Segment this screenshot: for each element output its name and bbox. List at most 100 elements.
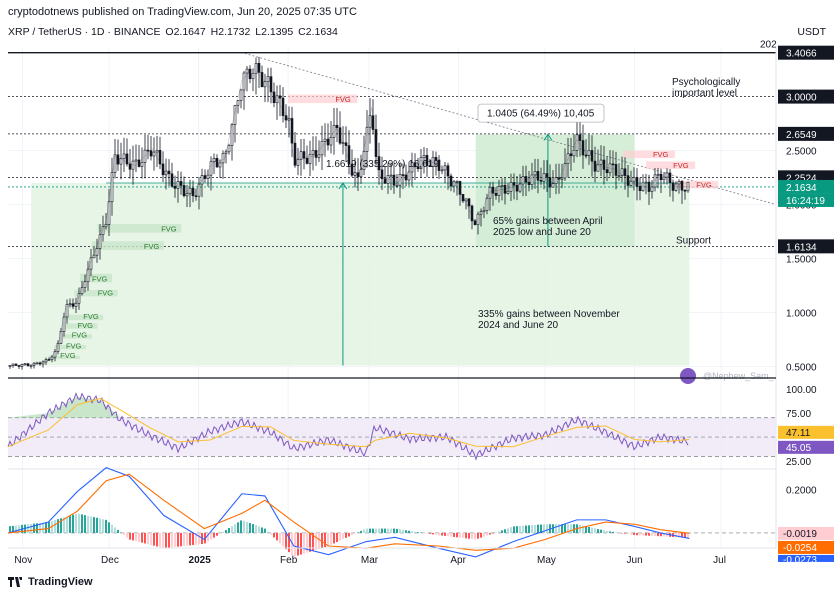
candle-body xyxy=(158,150,162,165)
psych-annotation: Psychologically xyxy=(672,77,740,88)
candle-body xyxy=(308,154,312,164)
macd-histogram-bar xyxy=(339,532,341,541)
candle-body xyxy=(155,150,159,153)
macd-histogram-bar xyxy=(402,529,404,533)
candle-body xyxy=(386,175,390,184)
macd-histogram-bar xyxy=(666,532,668,537)
price-label-text: 1.6134 xyxy=(786,242,817,253)
candle-body xyxy=(236,100,240,106)
macd-histogram-bar xyxy=(264,528,266,533)
macd-histogram-bar xyxy=(192,532,194,546)
candle-body xyxy=(332,124,336,138)
candle-body xyxy=(557,177,561,180)
macd-histogram-bar xyxy=(366,528,368,533)
macd-line xyxy=(7,467,690,558)
candle-body xyxy=(680,181,684,191)
macd-histogram-bar xyxy=(279,532,281,544)
price-label-pill xyxy=(778,45,834,60)
macd-histogram-bar xyxy=(555,524,557,533)
mid-measure-label: 1.6619 (335.29%) 16,619 xyxy=(326,159,439,170)
candle-body xyxy=(47,359,51,361)
macd-histogram-bar xyxy=(267,531,269,533)
macd-histogram-bar xyxy=(384,528,386,533)
macd-histogram-bar xyxy=(474,532,476,540)
macd-histogram-bar xyxy=(381,528,383,533)
candle-body xyxy=(506,190,510,194)
fvg-zone xyxy=(97,224,182,233)
macd-histogram-bar xyxy=(210,532,212,540)
candle-body xyxy=(263,81,267,88)
candle-body xyxy=(293,142,297,166)
candle-body xyxy=(245,68,249,74)
macd-histogram-bar xyxy=(234,524,236,533)
nov-gain-annotation: 335% gains between November xyxy=(478,309,620,320)
macd-histogram-bar xyxy=(480,532,482,538)
candle-body xyxy=(140,162,144,167)
candle-body xyxy=(110,172,114,203)
macd-histogram-bar xyxy=(657,532,659,537)
macd-histogram-bar xyxy=(12,525,14,533)
macd-signal-line xyxy=(7,473,690,551)
candle-body xyxy=(353,172,357,176)
macd-histogram-bar xyxy=(609,531,611,533)
macd-histogram-bar xyxy=(273,532,275,538)
macd-histogram-bar xyxy=(363,529,365,533)
candle-body xyxy=(596,163,600,172)
macd-histogram-bar xyxy=(165,532,167,548)
macd-histogram-bar xyxy=(453,532,455,537)
macd-histogram-bar xyxy=(492,532,494,534)
candle-body xyxy=(314,150,318,158)
macd-histogram-bar xyxy=(39,522,41,533)
macd-histogram-bar xyxy=(423,532,425,534)
rsi-ma-pill xyxy=(778,425,834,439)
countdown-pill xyxy=(778,193,834,207)
candle-body xyxy=(107,201,111,225)
macd-histogram-bar xyxy=(306,532,308,553)
macd-histogram-bar xyxy=(48,521,50,533)
candle-body xyxy=(542,173,546,182)
arrow-head-icon xyxy=(543,133,553,141)
candle-body xyxy=(521,176,525,185)
macd-histogram-bar xyxy=(516,526,518,533)
time-axis-tick: May xyxy=(537,555,556,566)
price-axis-tick: 2.5000 xyxy=(786,147,817,158)
macd-histogram-bar xyxy=(294,532,296,557)
candle-body xyxy=(464,198,468,202)
candle-body xyxy=(392,174,396,186)
macd-histogram-bar xyxy=(207,532,209,542)
candle-body xyxy=(641,182,645,191)
candle-body xyxy=(617,175,621,177)
macd-histogram-bar xyxy=(372,528,374,533)
candle-body xyxy=(95,248,99,256)
rsi-axis-tick: 75.00 xyxy=(786,409,811,420)
macd-value-pill xyxy=(778,554,834,562)
ohlc-close: C2.1634 xyxy=(298,26,338,38)
macd-histogram-bar xyxy=(357,532,359,533)
candle-body xyxy=(611,163,615,166)
macd-histogram-bar xyxy=(54,520,56,533)
macd-histogram-bar xyxy=(504,529,506,533)
candle-body xyxy=(497,186,501,196)
candle-body xyxy=(626,175,630,186)
macd-histogram-bar xyxy=(603,530,605,533)
macd-histogram-bar xyxy=(435,532,437,535)
candle-body xyxy=(251,72,255,80)
candle-body xyxy=(8,365,12,367)
candle-body xyxy=(560,177,564,180)
brand: TradingView xyxy=(8,576,93,588)
candle-body xyxy=(146,149,150,152)
macd-histogram-bar xyxy=(642,532,644,536)
candle-body xyxy=(359,169,363,178)
candle-body xyxy=(350,163,354,176)
macd-histogram-bar xyxy=(678,532,680,538)
candle-body xyxy=(479,211,483,215)
macd-histogram-bar xyxy=(498,531,500,533)
candle-body xyxy=(632,177,636,182)
macd-histogram-bar xyxy=(429,532,431,534)
candle-body xyxy=(101,226,105,236)
apr-gain-annotation: 2025 low and June 20 xyxy=(493,227,591,238)
macd-histogram-bar xyxy=(393,528,395,533)
candle-body xyxy=(302,151,306,159)
macd-histogram-bar xyxy=(291,532,293,556)
